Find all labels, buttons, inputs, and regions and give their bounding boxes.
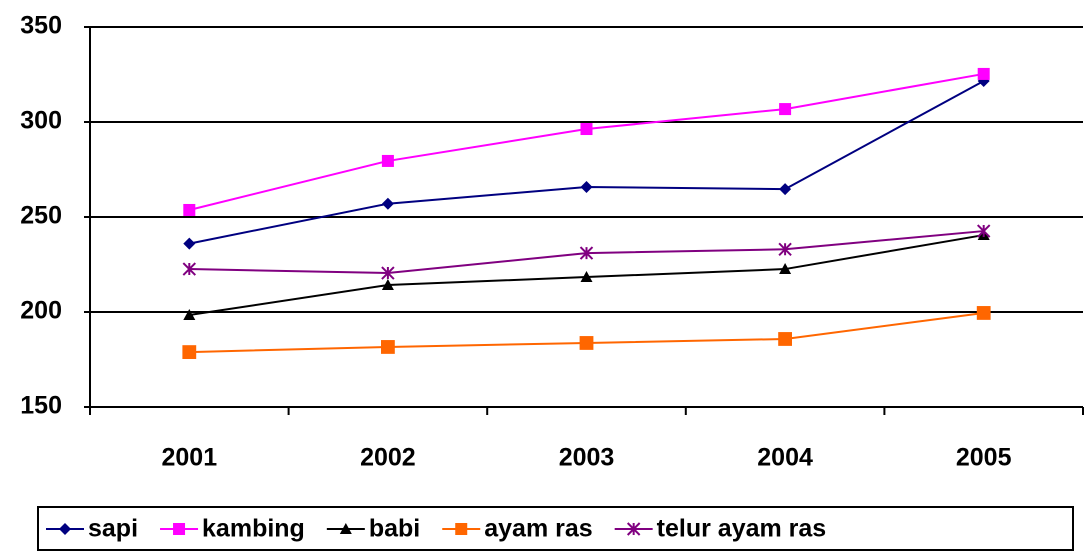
marker — [779, 263, 792, 275]
marker — [580, 271, 593, 283]
y-tick-label: 250 — [20, 202, 62, 230]
legend: sapi kambing babi ayam ras telur ayam ras — [37, 506, 1074, 551]
marker — [579, 246, 594, 260]
marker — [580, 180, 593, 193]
y-tick-label: 300 — [20, 107, 62, 135]
marker — [381, 154, 394, 167]
x-tick-label: 2001 — [161, 444, 217, 472]
marker — [455, 523, 468, 535]
x-tick-label: 2005 — [956, 444, 1012, 472]
y-tick-label: 200 — [20, 297, 62, 325]
marker — [183, 203, 196, 216]
marker — [381, 266, 395, 280]
marker — [778, 242, 792, 257]
legend-label: babi — [369, 515, 420, 543]
marker — [339, 523, 352, 534]
marker — [976, 224, 991, 238]
marker — [183, 309, 196, 321]
legend-box — [37, 506, 1074, 551]
marker — [183, 237, 196, 250]
legend-label: telur ayam ras — [657, 515, 827, 543]
marker — [778, 332, 792, 346]
legend-label: sapi — [88, 515, 138, 543]
marker — [626, 522, 641, 536]
x-tick-label: 2003 — [559, 444, 615, 472]
y-tick-label: 350 — [20, 12, 62, 40]
marker — [779, 183, 792, 196]
x-tick-label: 2002 — [360, 444, 416, 472]
marker — [579, 336, 594, 350]
marker — [381, 197, 394, 210]
marker — [779, 103, 792, 116]
legend-label: ayam ras — [484, 515, 592, 543]
marker — [59, 523, 71, 535]
marker — [381, 279, 394, 291]
legend-label: kambing — [202, 515, 305, 543]
marker — [173, 523, 186, 535]
marker — [381, 340, 395, 354]
marker — [182, 345, 197, 359]
marker — [182, 262, 197, 276]
x-tick-label: 2004 — [757, 444, 813, 472]
y-tick-label: 150 — [20, 392, 62, 420]
marker — [580, 123, 593, 136]
marker — [977, 67, 990, 80]
marker — [976, 306, 991, 320]
